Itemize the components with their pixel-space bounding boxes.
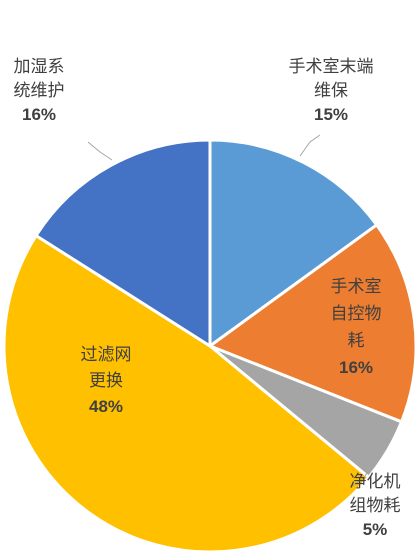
data-label-3-line-2: 组物耗: [350, 496, 401, 515]
data-label-4: 过滤网更换 48%: [81, 345, 132, 416]
data-label-5: 加湿系统维护 16%: [14, 57, 65, 124]
data-label-2-line-3: 耗: [348, 331, 365, 350]
data-label-2-line-2: 自控物: [331, 304, 382, 323]
data-label-4-line-2: 更换: [89, 371, 123, 390]
data-label-3: 净化机组物耗 5%: [350, 472, 401, 539]
data-label-2: 手术室自控物耗 16%: [331, 277, 382, 377]
data-label-3-line-1: 净化机: [350, 472, 401, 491]
data-label-3-percent: 5%: [363, 520, 388, 539]
data-label-1: 手术室末端维保 15%: [289, 57, 374, 124]
pie-slice-5: [34, 138, 212, 348]
data-labels-layer: 手术室末端维保 15% 手术室自控物耗 16% 净化机组物耗 5% 过滤网更换 48% 加湿系统…: [14, 57, 401, 539]
data-label-2-percent: 16%: [339, 358, 373, 377]
leader-line-1: [299, 134, 321, 157]
data-label-1-percent: 15%: [314, 105, 348, 124]
pie-slice-4: [2, 234, 371, 554]
slices-layer: [2, 138, 418, 554]
leader-line-5: [87, 141, 113, 161]
data-label-5-line-2: 统维护: [14, 81, 65, 100]
pie-slice-1: [208, 138, 379, 348]
data-label-1-line-2: 维保: [314, 81, 348, 100]
leader-lines-layer: [87, 134, 371, 487]
data-label-5-line-1: 加湿系: [14, 57, 65, 76]
data-label-5-percent: 16%: [22, 105, 56, 124]
data-label-1-line-1: 手术室末端: [289, 57, 374, 76]
leader-line-3: [351, 466, 371, 487]
data-label-4-percent: 48%: [89, 397, 123, 416]
data-label-4-line-1: 过滤网: [81, 345, 132, 364]
data-label-2-line-1: 手术室: [331, 277, 382, 296]
pie-slice-2: [208, 223, 418, 424]
